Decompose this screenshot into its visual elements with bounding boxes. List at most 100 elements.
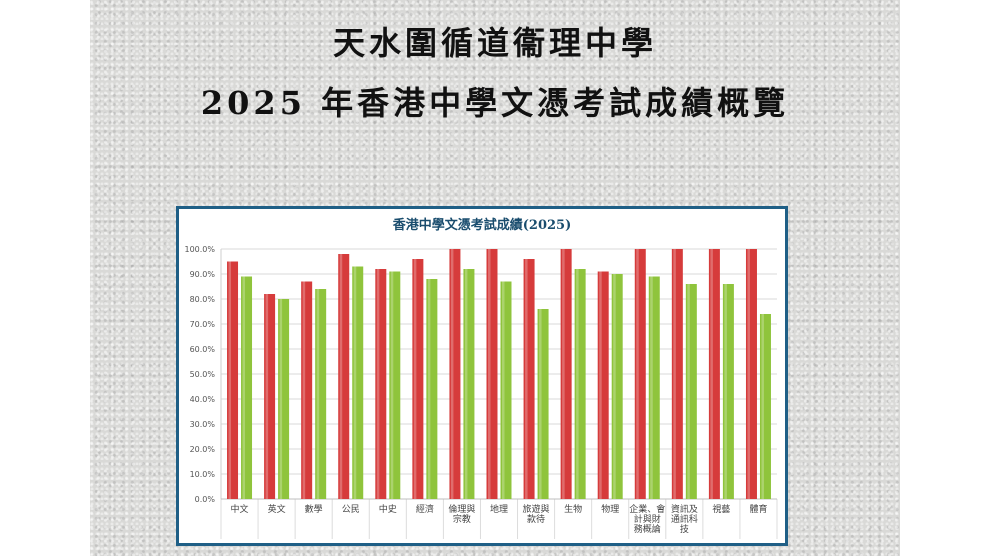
bar-green <box>389 271 401 499</box>
y-tick-label: 0.0% <box>195 495 216 504</box>
bar-highlight <box>316 289 320 499</box>
category-label: 計與財 <box>634 513 661 525</box>
bar-highlight <box>539 309 542 499</box>
bar-green <box>426 279 438 499</box>
category-label: 技 <box>680 523 689 535</box>
category-label: 務概論 <box>634 523 661 535</box>
category-label: 資訊及 <box>671 503 698 515</box>
y-tick-label: 40.0% <box>190 395 216 404</box>
y-tick-label: 10.0% <box>190 470 216 479</box>
bar-green <box>352 266 364 499</box>
results-overview-title: 2025 年香港中學文憑考試成績概覽 <box>200 84 790 122</box>
bar-red <box>597 271 609 499</box>
bar-highlight <box>265 294 269 499</box>
bar-highlight <box>376 269 380 499</box>
category-label: 生物 <box>564 503 582 515</box>
bar-highlight <box>673 249 676 499</box>
bar-highlight <box>464 269 468 499</box>
chart-frame: 香港中學文憑考試成績(2025) 0.0% 10.0% 20.0% 30.0% 40.0… <box>176 206 788 546</box>
gridlines <box>220 248 778 539</box>
y-tick-label: 60.0% <box>190 345 216 354</box>
chart-title: 香港中學文憑考試成績(2025) <box>392 217 571 233</box>
bar-highlight <box>562 249 565 499</box>
bar-highlight <box>636 249 639 499</box>
bar-red <box>560 249 572 499</box>
bar-red <box>486 249 498 499</box>
bar-green <box>241 276 253 499</box>
category-label: 旅遊與 <box>523 503 550 515</box>
bar-highlight <box>599 271 602 499</box>
bar-highlight <box>427 279 431 499</box>
bar-highlight <box>279 299 283 499</box>
bar-green <box>315 289 327 499</box>
bar-red <box>412 259 424 499</box>
category-label: 倫理與 <box>448 503 475 515</box>
bar-red <box>671 249 683 499</box>
category-label: 中史 <box>379 503 397 515</box>
bar-highlight <box>413 259 417 499</box>
y-axis-ticks: 0.0% 10.0% 20.0% 30.0% 40.0% 50.0% 60.0% 70.0% 8… <box>184 245 215 504</box>
bar-green <box>611 274 623 499</box>
bar-highlight <box>724 284 727 499</box>
bar-highlight <box>242 276 246 499</box>
category-label: 體育 <box>749 503 767 515</box>
bar-highlight <box>761 314 764 499</box>
bar-green <box>722 284 734 499</box>
category-label: 宗教 <box>453 513 471 525</box>
category-label: 地理 <box>490 503 508 515</box>
bar-green <box>537 309 549 499</box>
bar-red <box>375 269 387 499</box>
y-tick-label: 90.0% <box>190 270 216 279</box>
y-tick-label: 30.0% <box>190 420 216 429</box>
y-tick-label: 80.0% <box>190 295 216 304</box>
bar-green <box>685 284 697 499</box>
bar-red <box>301 281 313 499</box>
bar-red <box>449 249 461 499</box>
bar-highlight <box>339 254 343 499</box>
bar-highlight <box>302 281 306 499</box>
bar-highlight <box>488 249 491 499</box>
bar-highlight <box>687 284 690 499</box>
bar-highlight <box>228 261 232 499</box>
bar-red <box>338 254 350 499</box>
category-label: 英文 <box>268 503 286 515</box>
bar-highlight <box>450 249 454 499</box>
y-tick-label: 20.0% <box>190 445 216 454</box>
bar-green <box>759 314 771 499</box>
category-label: 通訊科 <box>671 513 698 525</box>
bars <box>227 249 771 499</box>
category-label: 企業、會 <box>629 503 665 515</box>
category-label: 款待 <box>527 513 545 525</box>
category-label: 中文 <box>231 503 249 515</box>
bar-highlight <box>502 281 505 499</box>
bar-highlight <box>747 249 750 499</box>
y-tick-label: 70.0% <box>190 320 216 329</box>
school-name-title: 天水圍循道衞理中學 <box>332 24 657 62</box>
bar-highlight <box>353 266 357 499</box>
bar-red <box>523 259 535 499</box>
category-label: 視藝 <box>712 503 730 515</box>
bar-green <box>648 276 660 499</box>
bar-highlight <box>390 271 394 499</box>
bar-green <box>500 281 512 499</box>
bar-highlight <box>613 274 616 499</box>
bar-green <box>278 299 290 499</box>
bar-red <box>264 294 276 499</box>
bar-red <box>227 261 239 499</box>
bar-highlight <box>710 249 713 499</box>
bar-chart: 香港中學文憑考試成績(2025) 0.0% 10.0% 20.0% 30.0% 40.0… <box>184 217 778 539</box>
bar-highlight <box>525 259 528 499</box>
y-tick-label: 50.0% <box>190 370 216 379</box>
category-label: 公民 <box>342 504 360 515</box>
y-tick-label: 100.0% <box>184 245 215 254</box>
category-label: 數學 <box>305 503 323 515</box>
bar-red <box>634 249 646 499</box>
bar-green <box>574 269 586 499</box>
bar-highlight <box>576 269 579 499</box>
bar-highlight <box>650 276 653 499</box>
category-label: 物理 <box>601 503 619 515</box>
bar-green <box>463 269 475 499</box>
bar-red <box>745 249 757 499</box>
bar-red <box>708 249 720 499</box>
